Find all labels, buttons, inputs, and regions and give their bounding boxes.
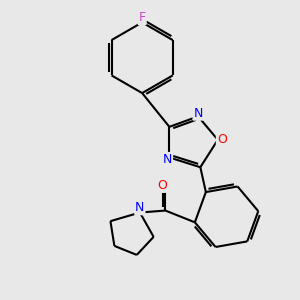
Text: N: N [194,107,203,120]
Text: N: N [135,201,145,214]
Text: O: O [217,133,227,146]
Text: O: O [158,179,168,192]
Text: N: N [163,153,172,166]
Text: F: F [139,11,146,24]
